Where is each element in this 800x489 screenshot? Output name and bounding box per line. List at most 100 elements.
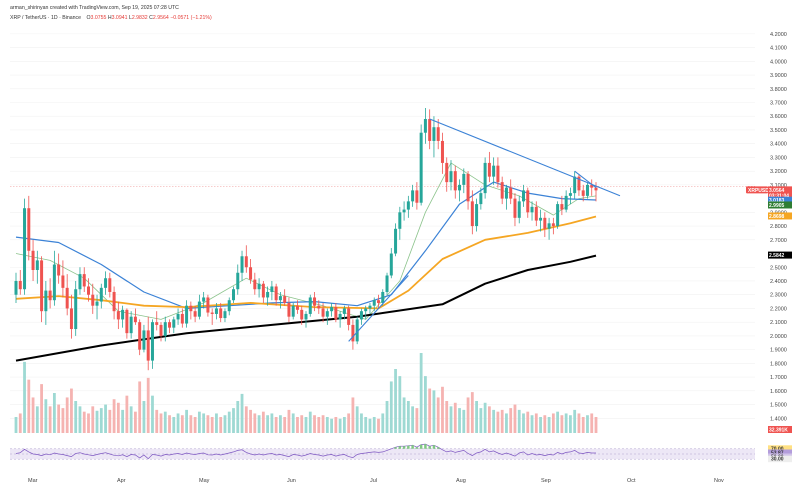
candle-body — [496, 165, 500, 183]
volume-bar — [266, 415, 270, 433]
volume-bar — [445, 401, 449, 433]
candle-body — [321, 308, 325, 317]
ma-black-line — [15, 254, 597, 362]
volume-bar — [206, 415, 210, 433]
rsi-tag-text: 53.87 — [771, 450, 784, 456]
volume-bar — [296, 417, 299, 433]
candle-body — [133, 316, 137, 323]
volume-bar — [253, 413, 257, 433]
candle-body — [504, 187, 508, 199]
candle-body — [573, 176, 577, 194]
volume-bar — [112, 399, 116, 433]
candle-body — [389, 253, 393, 276]
volume-bar — [368, 418, 372, 433]
candle-body — [449, 171, 453, 183]
volume-bar — [74, 401, 78, 433]
volume-bar — [82, 411, 86, 433]
candle-body — [415, 190, 419, 203]
candle-body — [440, 140, 444, 163]
volume-tag-text: 32.391K — [769, 428, 788, 434]
candle-body — [95, 301, 99, 306]
candle-body — [581, 190, 585, 196]
candle-body — [129, 316, 133, 334]
candle-body — [556, 204, 560, 227]
volume-bar — [543, 415, 547, 433]
volume-bar — [470, 392, 474, 433]
volume-bar — [300, 415, 304, 433]
candle-body — [236, 272, 240, 290]
candle-body — [266, 291, 270, 298]
volume-bar — [466, 397, 470, 433]
candle-body — [193, 311, 197, 317]
volume-bar — [556, 411, 560, 433]
price-tag — [768, 212, 792, 220]
price-tag-text: 2.5842 — [769, 253, 785, 259]
candle-body — [249, 267, 253, 280]
candle-body — [513, 198, 517, 218]
ohlc-change: −0.0571 (−1.21%) — [170, 15, 212, 21]
volume-bar — [398, 376, 402, 433]
ohlc-high-value: 3.0941 — [111, 15, 128, 21]
volume-bar — [462, 409, 466, 433]
price-tag-text: 3.0564 — [769, 188, 785, 194]
candle-body — [82, 274, 86, 287]
candle-body — [534, 206, 538, 221]
volume-bar — [539, 417, 542, 433]
volume-bar — [287, 409, 291, 433]
candle-body — [206, 297, 210, 313]
volume-bar — [219, 417, 223, 433]
volume-bar — [270, 413, 274, 433]
candle-body — [189, 305, 193, 312]
candle-body — [411, 190, 415, 202]
volume-bar — [351, 397, 355, 433]
volume-bar — [569, 415, 572, 433]
candle-body — [547, 223, 551, 229]
volume-bar — [487, 406, 491, 433]
candle-body — [295, 305, 299, 310]
volume-bar — [534, 413, 538, 433]
volume-bar — [44, 399, 48, 433]
candle-body — [551, 223, 555, 227]
volume-bar — [155, 409, 159, 433]
candle-body — [377, 300, 380, 303]
time-tick-label: Aug — [456, 478, 466, 484]
time-tick-label: Oct — [627, 478, 636, 484]
candle-body — [159, 324, 163, 336]
time-tick-label: Mar — [28, 478, 38, 484]
volume-bar — [313, 415, 316, 433]
price-tag — [768, 191, 792, 199]
volume-bar — [151, 395, 154, 433]
volume-bar — [458, 408, 461, 433]
candle-body — [475, 204, 479, 227]
volume-bar — [530, 415, 534, 433]
candle-body — [214, 308, 218, 314]
candle-body — [351, 324, 355, 342]
candle-body — [487, 162, 491, 177]
volume-bar — [146, 377, 150, 433]
candle-body — [453, 171, 457, 191]
candle-body — [287, 302, 291, 317]
candle-body — [23, 208, 27, 290]
time-tick-label: Nov — [714, 478, 724, 484]
volume-bar — [189, 415, 193, 433]
volume-bar — [577, 413, 581, 433]
volume-bar — [402, 397, 406, 433]
volume-bar — [172, 417, 176, 433]
time-tick-label: Jun — [287, 478, 296, 484]
price-tick-label: 2.8000 — [770, 224, 787, 230]
candle-body — [594, 187, 598, 191]
candle-body — [372, 300, 376, 306]
volume-bar — [78, 406, 82, 433]
volume-bar — [385, 401, 389, 433]
candle-body — [483, 162, 487, 194]
volume-bar — [317, 417, 321, 433]
price-tag-text: 03:31:04 — [769, 193, 789, 199]
candle-body — [57, 264, 61, 276]
rsi-tag — [768, 449, 792, 456]
candle-body — [428, 118, 432, 141]
price-tick-label: 1.5000 — [770, 403, 787, 409]
volume-bar — [95, 410, 99, 433]
volume-bar — [372, 417, 376, 433]
